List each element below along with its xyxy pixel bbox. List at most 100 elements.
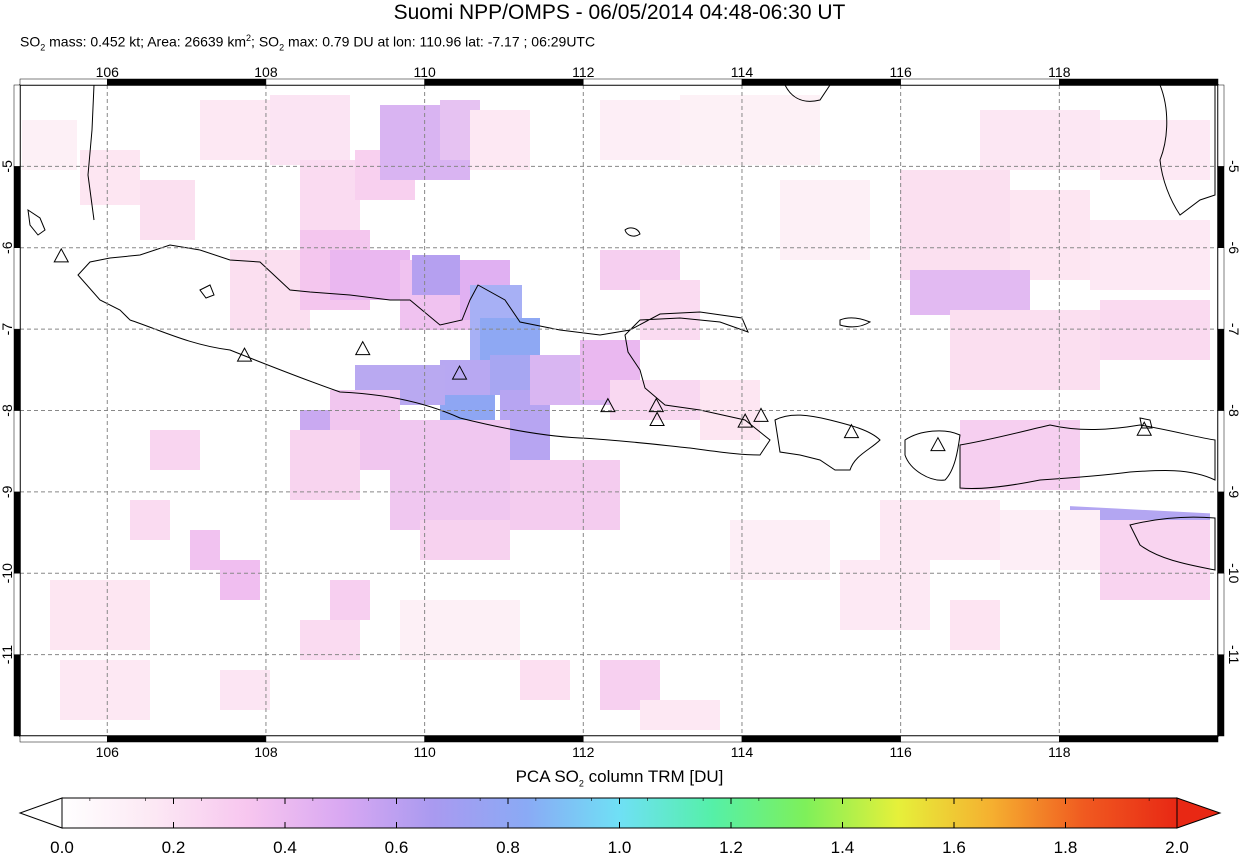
frame-bar-right: [1217, 491, 1225, 574]
colorbar: 0.0 0.2 0.4 0.6 0.8 1.0 1.2 1.4 1.6 1.8 2.0: [18, 797, 1222, 855]
frame-bar-right: [1217, 84, 1225, 167]
colorbar-tick-label: 0.6: [385, 838, 409, 855]
lat-label-right: -9: [1226, 486, 1239, 499]
volcano-triangle: [600, 397, 616, 413]
frame-bar-left: [13, 84, 21, 167]
frame-bar-top: [900, 78, 1060, 86]
volcano-triangle: [753, 407, 769, 422]
frame-bar-left: [13, 410, 21, 493]
frame-bar-bottom: [424, 735, 584, 743]
frame-bar-bottom: [19, 735, 108, 743]
lat-label-left: -9: [0, 485, 15, 498]
colorbar-tick-label: 0.0: [50, 838, 74, 855]
frame-bar-bottom: [741, 735, 901, 743]
volcano-triangle: [236, 347, 253, 362]
colorbar-label: PCA SO2 column TRM [DU]: [515, 767, 724, 789]
frame-bar-top: [265, 78, 425, 86]
so2-cells: [22, 95, 1210, 730]
colorbar-tick-label: 1.4: [831, 838, 855, 855]
volcano-triangle: [53, 247, 70, 263]
volcano-triangle: [930, 436, 946, 452]
frame-bar-bottom: [900, 735, 1060, 743]
frame-bar-bottom: [107, 735, 267, 743]
frame-bar-top: [741, 78, 901, 86]
colorbar-tick-label: 0.2: [162, 838, 186, 855]
frame-bar-left: [13, 166, 21, 248]
frame-bar-bottom: [583, 735, 743, 743]
lon-label-bottom: 118: [1048, 744, 1071, 760]
frame-bar-right: [1217, 328, 1225, 411]
lon-label-bottom: 114: [731, 744, 754, 760]
so2-map: 106 108 110 112 114 116 118 106 108 110 112 114 116…: [0, 64, 1239, 760]
colorbar-tick-label: 1.8: [1054, 838, 1078, 855]
volcano-triangle: [451, 365, 468, 380]
frame-bar-left: [13, 573, 21, 655]
frame-bar-left: [13, 247, 21, 330]
lat-label-right: -6: [1226, 242, 1239, 255]
frame-bar-right: [1217, 247, 1225, 330]
lon-label-bottom: 108: [254, 744, 278, 760]
lat-label-left: -7: [0, 323, 15, 336]
lon-label-top: 114: [731, 64, 754, 80]
frame-bar-top: [19, 78, 108, 86]
frame-bar-top: [583, 78, 743, 86]
latitude-labels-right: -5 -6 -7 -8 -9 -10 -11: [1226, 160, 1239, 664]
colorbar-ticks: 0.0 0.2 0.4 0.6 0.8 1.0 1.2 1.4 1.6 1.8 2.0: [50, 798, 1189, 855]
lat-label-left: -5: [0, 160, 15, 173]
colorbar-min-arrow: [18, 797, 63, 829]
lat-label-right: -11: [1226, 645, 1239, 664]
lon-label-top: 116: [889, 64, 912, 80]
latitude-labels-left: -5 -6 -7 -8 -9 -10 -11: [0, 160, 15, 664]
frame-bar-right: [1217, 654, 1225, 737]
volcano-markers: [53, 247, 1153, 452]
frame-bar-left: [13, 491, 21, 574]
lat-label-right: -7: [1226, 323, 1239, 336]
colorbar-tick-label: 0.8: [496, 838, 520, 855]
frame-bar-bottom: [1059, 735, 1219, 743]
lat-label-right: -8: [1226, 404, 1239, 417]
volcano-triangle: [1136, 421, 1153, 436]
colorbar-tick-label: 1.6: [942, 838, 966, 855]
map-title: Suomi NPP/OMPS - 06/05/2014 04:48-06:30 …: [393, 1, 846, 24]
colorbar-tick-label: 0.4: [273, 838, 297, 855]
graticule: [20, 85, 1218, 736]
frame-bar-left: [13, 654, 21, 737]
colorbar-max-arrow: [1176, 797, 1222, 829]
lat-label-left: -8: [0, 404, 15, 417]
colorbar-tick-label: 2.0: [1165, 838, 1189, 855]
lon-label-top: 118: [1048, 64, 1071, 80]
lat-label-left: -10: [0, 563, 15, 583]
volcano-triangle: [354, 340, 371, 356]
volcano-triangle: [648, 397, 665, 413]
lon-label-bottom: 116: [889, 744, 912, 760]
frame-ticks: [13, 78, 1225, 743]
longitude-labels-top: 106 108 110 112 114 116 118: [96, 64, 1071, 80]
colorbar-tick-label: 1.0: [608, 838, 632, 855]
lon-label-top: 108: [254, 64, 278, 80]
frame-bar-top: [107, 78, 267, 86]
lon-label-top: 110: [413, 64, 436, 80]
lat-label-right: -10: [1226, 563, 1239, 583]
colorbar-tick-label: 1.2: [719, 838, 743, 855]
frame-bar-top: [1059, 78, 1219, 86]
lon-label-top: 112: [572, 64, 595, 80]
volcano-triangle: [737, 413, 753, 428]
stats-line: SO2 mass: 0.452 kt; Area: 26639 km2; SO2…: [20, 33, 596, 53]
frame-bar-right: [1217, 573, 1225, 655]
frame-bar-left: [13, 328, 21, 411]
volcano-triangle: [843, 423, 860, 439]
frame-bar-top: [424, 78, 584, 86]
frame-bar-bottom: [265, 735, 425, 743]
lon-label-bottom: 110: [413, 744, 436, 760]
lat-label-left: -11: [0, 645, 15, 664]
lon-label-bottom: 112: [572, 744, 595, 760]
lat-label-right: -5: [1226, 160, 1239, 173]
volcano-triangle: [649, 411, 665, 426]
lon-label-bottom: 106: [96, 744, 120, 760]
frame-bar-right: [1217, 166, 1225, 248]
lat-label-left: -6: [0, 241, 15, 254]
coastlines: [27, 85, 1216, 571]
longitude-labels-bottom: 106 108 110 112 114 116 118: [96, 744, 1071, 760]
frame-bar-right: [1217, 410, 1225, 493]
lon-label-top: 106: [96, 64, 120, 80]
